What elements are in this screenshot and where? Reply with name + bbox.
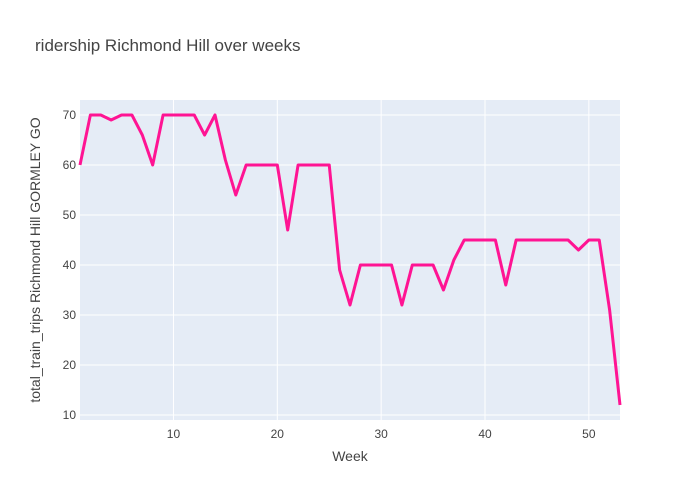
plot-area (80, 100, 620, 420)
y-tick-label: 60 (63, 158, 77, 172)
chart-title: ridership Richmond Hill over weeks (35, 36, 300, 55)
y-tick-label: 70 (63, 108, 77, 122)
y-axis-title: total_train_trips Richmond Hill GORMLEY … (27, 117, 43, 402)
x-tick-label: 40 (478, 427, 492, 441)
y-tick-label: 30 (63, 308, 77, 322)
x-tick-label: 50 (582, 427, 596, 441)
y-tick-label: 50 (63, 208, 77, 222)
x-tick-label: 20 (271, 427, 285, 441)
x-tick-label: 10 (167, 427, 181, 441)
x-tick-label: 30 (374, 427, 388, 441)
y-tick-label: 40 (63, 258, 77, 272)
y-tick-label: 10 (63, 408, 77, 422)
series-line (78, 113, 622, 406)
x-axis-title: Week (332, 448, 369, 464)
y-tick-label: 20 (63, 358, 77, 372)
tick-labels: 10 20 30 40 50 60 70 10 20 30 40 50 (63, 108, 596, 441)
